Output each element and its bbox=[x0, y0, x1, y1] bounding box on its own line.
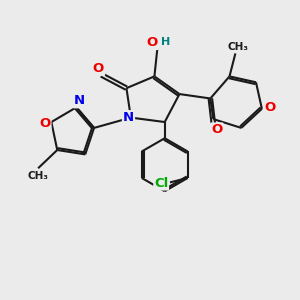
Text: CH₃: CH₃ bbox=[27, 171, 48, 181]
Text: N: N bbox=[74, 94, 85, 107]
Text: O: O bbox=[211, 124, 223, 136]
Text: O: O bbox=[39, 117, 50, 130]
Text: CH₃: CH₃ bbox=[228, 42, 249, 52]
Text: O: O bbox=[93, 62, 104, 75]
Text: H: H bbox=[161, 37, 170, 47]
Text: O: O bbox=[265, 101, 276, 114]
Text: Cl: Cl bbox=[154, 177, 168, 190]
Text: N: N bbox=[123, 111, 134, 124]
Text: O: O bbox=[146, 36, 158, 49]
